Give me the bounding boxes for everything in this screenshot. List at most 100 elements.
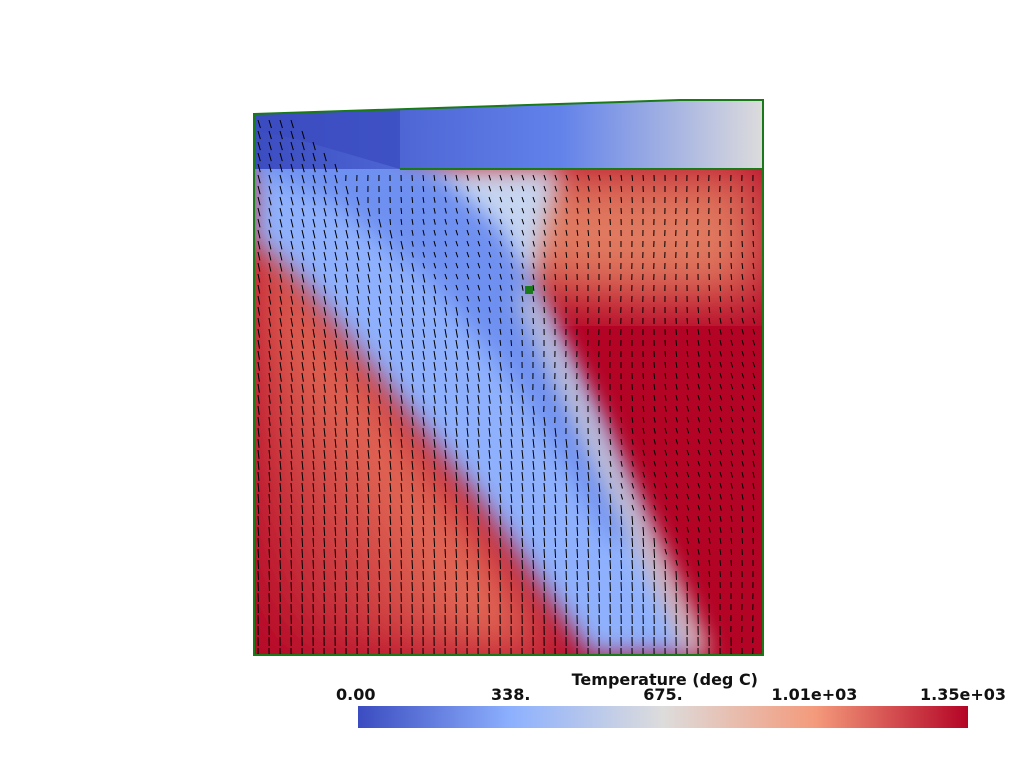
glyph xyxy=(290,548,293,558)
glyph xyxy=(279,163,283,173)
glyph xyxy=(411,471,414,481)
glyph xyxy=(411,394,414,404)
glyph xyxy=(499,240,503,247)
glyph xyxy=(455,438,458,448)
glyph xyxy=(345,427,348,437)
glyph xyxy=(400,218,403,225)
glyph xyxy=(279,460,282,470)
glyph xyxy=(565,251,568,258)
glyph xyxy=(675,493,679,500)
glyph xyxy=(279,317,283,327)
glyph xyxy=(609,460,612,467)
glyph xyxy=(334,361,337,371)
glyph xyxy=(477,251,481,258)
glyph xyxy=(400,493,403,503)
glyph xyxy=(532,185,536,192)
glyph xyxy=(411,284,415,294)
glyph xyxy=(631,460,634,467)
glyph xyxy=(653,383,656,390)
glyph xyxy=(334,350,337,360)
glyph xyxy=(268,394,271,404)
glyph xyxy=(301,339,304,349)
glyph xyxy=(719,515,722,522)
glyph xyxy=(444,471,447,481)
glyph xyxy=(752,240,755,247)
glyph xyxy=(510,273,513,280)
glyph xyxy=(367,548,370,558)
glyph xyxy=(477,317,480,324)
glyph xyxy=(488,438,491,448)
glyph xyxy=(730,537,733,544)
glyph xyxy=(389,559,392,569)
glyph xyxy=(356,416,359,426)
glyph xyxy=(400,482,403,492)
glyph xyxy=(422,372,425,382)
glyph xyxy=(697,361,700,368)
glyph xyxy=(499,207,503,214)
glyph xyxy=(334,416,337,426)
glyph xyxy=(752,438,756,445)
glyph xyxy=(764,384,766,389)
glyph xyxy=(389,383,392,393)
glyph xyxy=(708,570,711,577)
glyph xyxy=(345,240,349,250)
glyph xyxy=(741,504,744,511)
glyph xyxy=(488,394,491,404)
glyph xyxy=(378,471,381,481)
glyph xyxy=(356,394,359,404)
glyph xyxy=(499,405,502,415)
glyph xyxy=(290,372,293,382)
glyph xyxy=(279,273,283,283)
glyph xyxy=(301,361,304,371)
glyph xyxy=(433,328,437,338)
glyph xyxy=(565,218,568,225)
glyph xyxy=(301,251,305,261)
glyph xyxy=(609,471,612,478)
glyph xyxy=(312,504,315,514)
glyph xyxy=(477,471,480,481)
glyph xyxy=(488,405,491,415)
glyph xyxy=(499,328,502,335)
glyph xyxy=(356,526,359,536)
glyph xyxy=(345,471,348,481)
glyph xyxy=(356,196,360,206)
glyph xyxy=(653,559,656,569)
glyph xyxy=(312,482,315,492)
colorbar-tick-label: 1.35e+03 xyxy=(920,685,1006,704)
glyph xyxy=(268,559,271,569)
glyph xyxy=(367,218,371,228)
glyph xyxy=(587,471,590,481)
glyph xyxy=(257,537,260,547)
glyph xyxy=(642,548,645,558)
glyph xyxy=(708,559,711,566)
glyph xyxy=(257,361,260,371)
glyph xyxy=(764,329,766,334)
glyph xyxy=(764,428,765,433)
glyph xyxy=(554,526,557,536)
glyph xyxy=(422,504,425,514)
glyph xyxy=(521,295,524,302)
glyph xyxy=(422,515,425,525)
glyph xyxy=(543,515,546,525)
glyph xyxy=(565,559,568,569)
glyph xyxy=(741,405,745,412)
glyph xyxy=(554,537,557,547)
glyph xyxy=(488,449,491,459)
glyph xyxy=(466,240,470,247)
glyph xyxy=(719,482,723,489)
glyph xyxy=(433,427,436,437)
glyph xyxy=(257,229,261,239)
glyph xyxy=(521,185,525,192)
glyph xyxy=(598,493,601,503)
glyph xyxy=(334,548,337,558)
glyph xyxy=(367,471,370,481)
glyph xyxy=(609,174,612,181)
glyph xyxy=(576,460,579,470)
glyph xyxy=(741,295,744,302)
glyph xyxy=(466,548,469,558)
glyph xyxy=(631,548,634,558)
glyph xyxy=(510,493,513,503)
glyph xyxy=(686,339,689,346)
glyph xyxy=(279,559,282,569)
glyph xyxy=(521,218,525,225)
